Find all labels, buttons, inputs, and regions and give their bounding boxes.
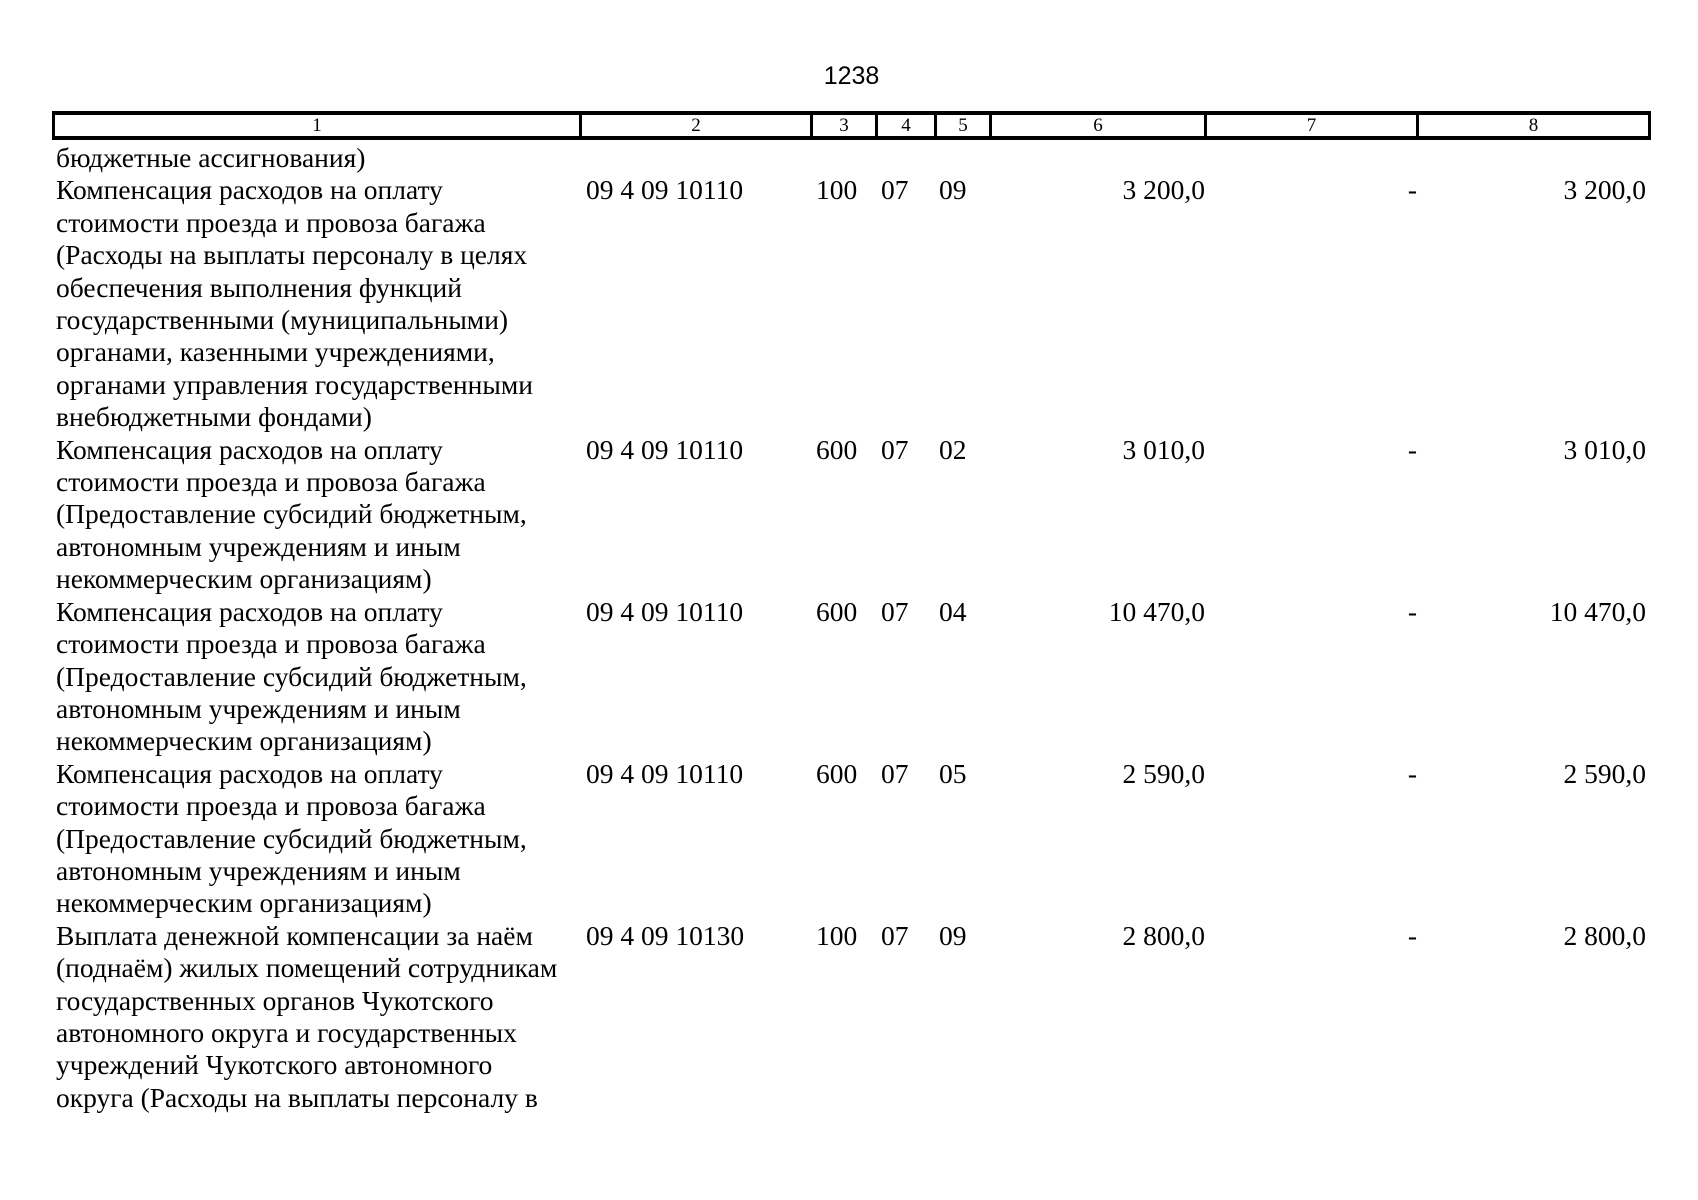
table-body: бюджетные ассигнования) Компенсация расхо… xyxy=(55,142,1648,1114)
column-header-1: 1 xyxy=(55,115,582,136)
row-value-cell: 10 470,0 xyxy=(1108,595,1205,627)
row-value-cell: 05 xyxy=(939,757,967,789)
row-value-cell: 100 xyxy=(816,919,858,951)
row-name-cell: Компенсация расходов на оплату стоимости… xyxy=(56,757,527,919)
row-value-cell: 100 xyxy=(816,174,858,206)
page-number: 1238 xyxy=(823,62,880,90)
row-value-cell: 09 4 09 10130 xyxy=(586,919,745,951)
row-value-cell: 3 010,0 xyxy=(1122,433,1206,465)
row-name-cell: бюджетные ассигнования) xyxy=(56,142,366,173)
row-value-cell: 07 xyxy=(881,757,909,789)
row-value-cell: 09 xyxy=(939,174,967,206)
row-value-cell: 10 470,0 xyxy=(1549,595,1646,627)
row-value-cell: 2 590,0 xyxy=(1563,757,1647,789)
column-header-8: 8 xyxy=(1528,115,1539,136)
row-value-cell: 09 4 09 10110 xyxy=(586,433,744,465)
row-value-cell: 2 800,0 xyxy=(1122,919,1206,951)
row-name-cell: Выплата денежной компенсации за наём (по… xyxy=(56,919,558,1113)
row-value-cell: 02 xyxy=(939,433,967,465)
row-name-cell: Компенсация расходов на оплату стоимости… xyxy=(56,433,527,595)
column-header-4: 4 xyxy=(878,115,937,136)
row-name-cell: Компенсация расходов на оплату стоимости… xyxy=(56,174,533,433)
row-value-cell: 2 800,0 xyxy=(1563,919,1647,951)
row-value-cell: 09 4 09 10110 xyxy=(586,595,744,627)
row-value-cell: 3 200,0 xyxy=(1122,174,1206,206)
row-value-cell: 600 xyxy=(816,595,858,627)
row-value-cell: 09 4 09 10110 xyxy=(586,757,744,789)
column-header-3: 3 xyxy=(813,115,878,136)
row-value-cell: - xyxy=(1407,919,1417,951)
row-value-cell: - xyxy=(1407,433,1417,465)
row-value-cell: - xyxy=(1407,757,1417,789)
column-header-5: 5 xyxy=(937,115,992,136)
row-value-cell: - xyxy=(1407,174,1417,206)
row-value-cell: 09 4 09 10110 xyxy=(586,174,744,206)
row-value-cell: 07 xyxy=(881,919,909,951)
row-value-cell: 600 xyxy=(816,757,858,789)
table-header-row: 1 2 3 4 5 6 7 8 xyxy=(52,111,1651,140)
row-value-cell: 2 590,0 xyxy=(1122,757,1206,789)
row-value-cell: 07 xyxy=(881,174,909,206)
row-value-cell: 600 xyxy=(816,433,858,465)
row-value-cell: 3 200,0 xyxy=(1563,174,1647,206)
row-value-cell: 04 xyxy=(939,595,967,627)
row-value-cell: 3 010,0 xyxy=(1563,433,1647,465)
row-value-cell: 07 xyxy=(881,595,909,627)
row-name-cell: Компенсация расходов на оплату стоимости… xyxy=(56,595,527,757)
column-header-2: 2 xyxy=(582,115,813,136)
row-value-cell: 09 xyxy=(939,919,967,951)
column-header-7: 7 xyxy=(1207,115,1419,136)
row-value-cell: - xyxy=(1407,595,1417,627)
column-header-6: 6 xyxy=(992,115,1207,136)
row-value-cell: 07 xyxy=(881,433,909,465)
